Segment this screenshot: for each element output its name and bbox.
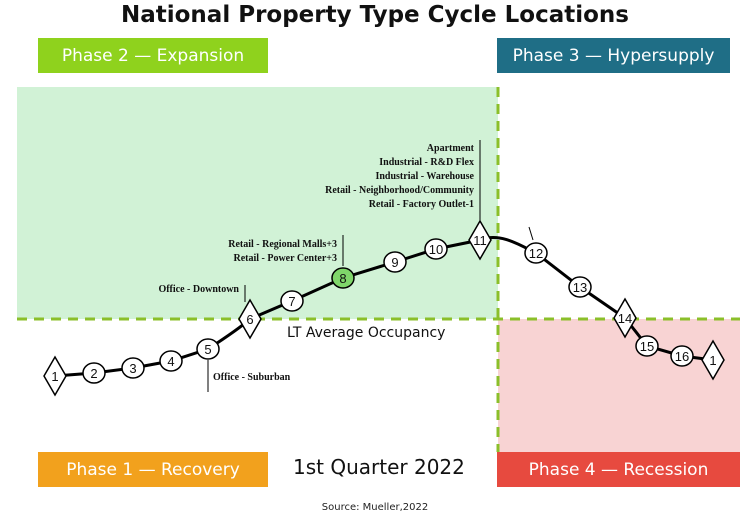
cycle-point-marker <box>196 338 220 360</box>
cycle-point-12: 12 <box>524 242 548 264</box>
lt-average-label: LT Average Occupancy <box>287 325 445 341</box>
cycle-point-label: 15 <box>640 339 654 354</box>
expansion-region <box>17 87 498 319</box>
phase-2-expansion-banner: Phase 2 — Expansion <box>38 38 268 73</box>
cycle-point-label: 12 <box>529 246 543 261</box>
cycle-point-marker <box>670 345 694 367</box>
source-note: Source: Mueller,2022 <box>321 502 429 513</box>
point12-tick <box>528 226 534 241</box>
cycle-point-marker <box>121 357 145 379</box>
point11-label-2: Industrial - R&D Flex <box>379 157 474 168</box>
phase-1-recovery-banner: Phase 1 — Recovery <box>38 452 268 487</box>
cycle-point-marker <box>635 335 659 357</box>
phase-3-hypersupply-banner: Phase 3 — Hypersupply <box>497 38 730 73</box>
point11-label-4: Retail - Neighborhood/Community <box>325 185 474 196</box>
cycle-point-label: 4 <box>167 354 174 369</box>
cycle-point-10: 10 <box>424 238 448 260</box>
cycle-point-label: 7 <box>288 294 295 309</box>
cycle-point-label: 9 <box>391 255 398 270</box>
cycle-point-label: 3 <box>129 361 136 376</box>
cycle-point-6: 6 <box>238 298 262 340</box>
cycle-point-label: 6 <box>246 312 253 327</box>
cycle-point-label: 1 <box>51 369 58 384</box>
cycle-point-marker <box>468 219 492 261</box>
cycle-point-13: 13 <box>568 276 592 298</box>
cycle-point-marker <box>568 276 592 298</box>
cycle-point-label: 10 <box>429 242 443 257</box>
cycle-point-marker <box>701 339 725 381</box>
cycle-point-7: 7 <box>280 290 304 312</box>
page-title: National Property Type Cycle Locations <box>120 2 629 28</box>
cycle-point-2: 2 <box>82 362 106 384</box>
office-suburban-label: Office - Suburban <box>213 372 291 383</box>
recession-region <box>498 319 740 452</box>
cycle-point-marker <box>82 362 106 384</box>
cycle-point-label: 5 <box>204 342 211 357</box>
point11-label-1: Apartment <box>427 143 475 154</box>
cycle-point-11: 11 <box>468 219 492 261</box>
cycle-point-14: 14 <box>613 297 637 339</box>
cycle-point-marker <box>383 251 407 273</box>
point8-label-2: Retail - Power Center+3 <box>233 253 337 264</box>
cycle-point-label: 14 <box>618 311 632 326</box>
cycle-point-label: 13 <box>573 280 587 295</box>
cycle-point-4: 4 <box>159 350 183 372</box>
phase-4-recession-banner: Phase 4 — Recession <box>497 452 740 487</box>
cycle-point-label: 8 <box>339 271 346 286</box>
cycle-point-1: 1 <box>43 355 67 397</box>
point8-label-1: Retail - Regional Malls+3 <box>228 239 337 250</box>
cycle-point-label: 11 <box>473 233 487 248</box>
cycle-point-marker <box>424 238 448 260</box>
cycle-point-9: 9 <box>383 251 407 273</box>
point11-label-3: Industrial - Warehouse <box>375 171 474 182</box>
quarter-label: 1st Quarter 2022 <box>293 455 465 479</box>
cycle-point-8: 8 <box>331 267 355 289</box>
cycle-point-marker <box>43 355 67 397</box>
cycle-point-marker <box>159 350 183 372</box>
office-downtown-label: Office - Downtown <box>158 284 239 295</box>
cycle-point-label: 1 <box>709 353 716 368</box>
cycle-point-5: 5 <box>196 338 220 360</box>
cycle-point-15: 15 <box>635 335 659 357</box>
cycle-point-label: 2 <box>90 366 97 381</box>
cycle-point-label: 16 <box>675 349 689 364</box>
point11-label-5: Retail - Factory Outlet-1 <box>369 199 474 210</box>
cycle-point-marker <box>613 297 637 339</box>
cycle-point-marker <box>331 267 355 289</box>
cycle-point-marker <box>280 290 304 312</box>
cycle-point-3: 3 <box>121 357 145 379</box>
cycle-point-marker <box>524 242 548 264</box>
cycle-point-marker <box>238 298 262 340</box>
cycle-point-16: 16 <box>670 345 694 367</box>
cycle-point-17: 1 <box>701 339 725 381</box>
